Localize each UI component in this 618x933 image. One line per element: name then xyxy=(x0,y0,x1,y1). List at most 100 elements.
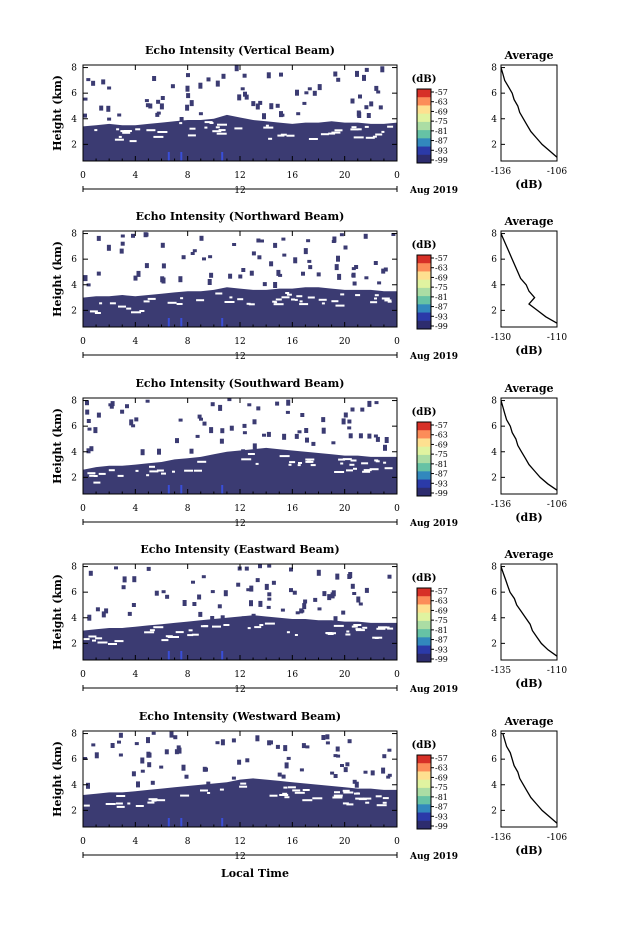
echo-gap xyxy=(370,301,378,304)
echo-gap xyxy=(187,634,194,637)
echo-speckle xyxy=(255,103,260,110)
echo-gap xyxy=(382,626,390,629)
echo-speckle xyxy=(186,93,191,99)
echo-speckle xyxy=(195,434,200,438)
echo-speckle xyxy=(245,758,250,763)
profile-x-label: (dB) xyxy=(515,677,542,690)
echo-speckle xyxy=(161,590,166,594)
colorbar-label: -63 xyxy=(435,597,448,606)
echo-speckle xyxy=(281,237,286,241)
echo-gap xyxy=(120,130,128,133)
colorbar-label: -81 xyxy=(435,626,448,635)
echo-speckle xyxy=(147,752,152,758)
echo-speckle xyxy=(86,78,91,82)
echo-gap xyxy=(88,635,97,638)
y-tick-label: 6 xyxy=(71,422,77,432)
echo-gap xyxy=(93,475,98,477)
echo-speckle xyxy=(373,434,378,438)
echo-gap xyxy=(200,789,208,792)
echo-speckle xyxy=(352,281,357,286)
echo-speckle xyxy=(347,426,352,430)
y-tick-label: 4 xyxy=(71,448,77,458)
echo-gap xyxy=(272,300,277,303)
echo-speckle xyxy=(87,614,92,621)
echo-speckle xyxy=(367,433,372,439)
echo-gap xyxy=(349,463,355,466)
echo-gap xyxy=(338,458,346,461)
echo-speckle xyxy=(381,268,386,274)
echo-speckle xyxy=(210,616,215,620)
profile-x-label: (dB) xyxy=(515,511,542,524)
echo-speckle xyxy=(232,243,237,246)
colorbar-segment xyxy=(417,146,431,156)
echo-gap xyxy=(381,130,385,133)
echo-speckle xyxy=(305,437,309,443)
echo-gap xyxy=(383,461,387,464)
echo-speckle xyxy=(237,94,242,101)
echo-gap xyxy=(255,462,259,465)
echo-speckle xyxy=(381,767,386,774)
echo-gap xyxy=(376,627,386,630)
echo-gap xyxy=(362,470,371,473)
echo-gap xyxy=(204,121,213,124)
echo-gap xyxy=(372,636,383,639)
echo-speckle xyxy=(347,419,352,424)
echo-gap xyxy=(146,474,150,477)
colorbar-label: -87 xyxy=(435,803,448,812)
x-tick-label: 0 xyxy=(80,837,86,847)
echo-speckle xyxy=(229,425,234,431)
echo-speckle xyxy=(264,583,269,590)
echo-gap xyxy=(331,131,341,134)
colorbar-label: -63 xyxy=(435,764,448,773)
strong-echo-spot xyxy=(167,651,170,660)
echo-speckle xyxy=(276,269,281,276)
colorbar-segment xyxy=(417,320,431,330)
echo-gap xyxy=(92,639,96,642)
echo-speckle xyxy=(327,594,332,601)
echo-speckle xyxy=(367,400,372,407)
x-tick-label: 0 xyxy=(394,171,400,181)
echo-speckle xyxy=(269,740,273,745)
date-tick-label: 12 xyxy=(234,352,245,362)
echo-speckle xyxy=(296,112,301,116)
y-tick-label: 8 xyxy=(71,64,77,74)
colorbar-unit: (dB) xyxy=(412,740,437,751)
echo-gap xyxy=(369,468,379,471)
echo-speckle xyxy=(241,449,246,453)
echo-speckle xyxy=(283,745,288,752)
echo-speckle xyxy=(286,399,291,406)
colorbar-segment xyxy=(417,130,431,139)
echo-speckle xyxy=(118,732,123,738)
echo-gap xyxy=(223,624,230,626)
echo-speckle xyxy=(256,406,261,411)
echo-gap xyxy=(95,637,103,640)
y-tick-label: 4 xyxy=(71,781,77,791)
echo-speckle xyxy=(144,99,149,103)
echo-gap xyxy=(334,471,345,473)
echo-gap xyxy=(115,802,123,805)
echo-speckle xyxy=(95,607,100,612)
echo-gap xyxy=(343,791,354,794)
echo-speckle xyxy=(282,433,287,440)
echo-speckle xyxy=(380,66,385,73)
colorbar-label: -57 xyxy=(435,754,448,763)
profile-y-tick-label: 6 xyxy=(491,422,497,432)
colorbar-label: -99 xyxy=(435,322,448,331)
colorbar-label: -99 xyxy=(435,156,448,165)
echo-speckle xyxy=(252,419,257,425)
echo-gap xyxy=(310,464,316,467)
echo-speckle xyxy=(134,742,139,746)
y-tick-label: 4 xyxy=(71,614,77,624)
y-tick-label: 6 xyxy=(71,255,77,265)
colorbar-label: -69 xyxy=(435,273,448,282)
echo-speckle xyxy=(335,573,340,580)
echo-speckle xyxy=(231,776,236,780)
echo-gap xyxy=(268,137,273,140)
echo-speckle xyxy=(275,103,280,108)
echo-speckle xyxy=(156,111,161,115)
echo-speckle xyxy=(140,769,145,773)
echo-speckle xyxy=(364,67,369,72)
echo-speckle xyxy=(242,431,247,435)
echo-speckle xyxy=(269,103,274,110)
echo-speckle xyxy=(363,770,368,774)
